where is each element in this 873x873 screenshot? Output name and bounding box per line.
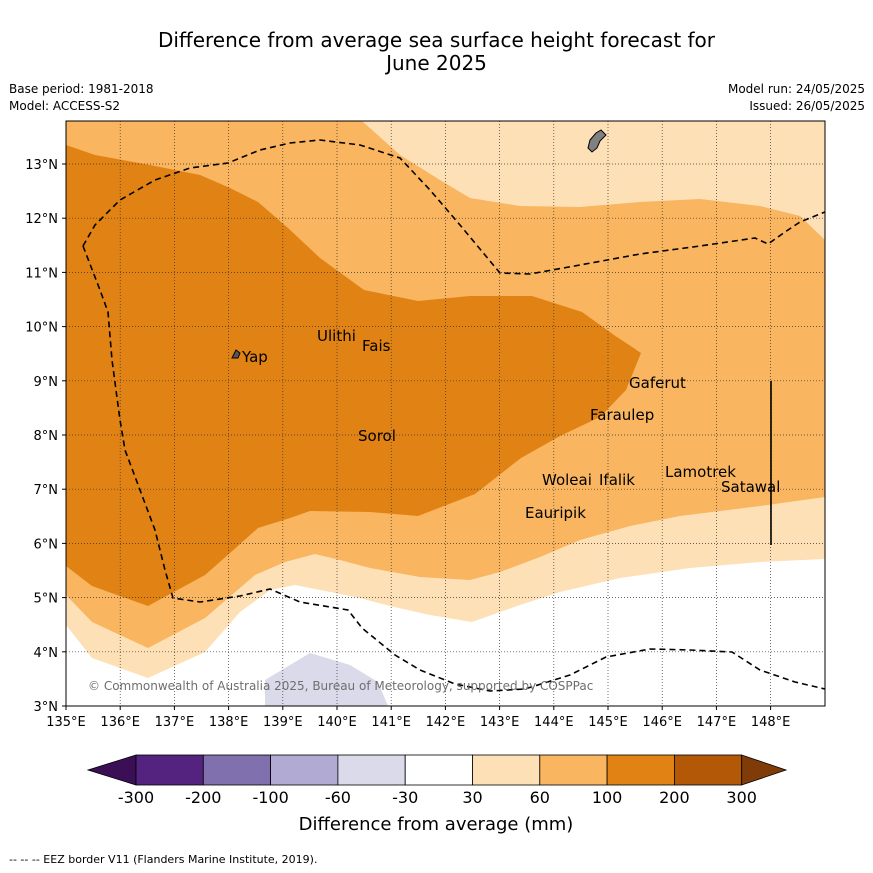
longitude-ticks: 135°E 136°E 137°E 138°E 139°E 140°E 141°E 142°E… <box>46 706 790 730</box>
colorbar-tick-label: -300 <box>118 788 154 807</box>
colorbar-segment <box>202 754 272 786</box>
lat-tick-label: 10°N <box>25 321 58 336</box>
chart-title-line1: Difference from average sea surface heig… <box>157 28 716 52</box>
model-label: Model: ACCESS-S2 <box>9 99 121 113</box>
island-guam <box>587 129 607 153</box>
colorbar-tick-label: 30 <box>462 788 482 807</box>
colorbar-tick-label: -30 <box>392 788 418 807</box>
lon-tick-label: 146°E <box>642 715 682 730</box>
colorbar-extend-high <box>741 754 788 786</box>
colorbar-extend-low <box>86 754 137 786</box>
lat-tick-label: 6°N <box>34 537 59 552</box>
island-yap <box>231 349 241 359</box>
colorbar-title: Difference from average (mm) <box>299 814 574 835</box>
lat-tick-label: 7°N <box>34 483 59 498</box>
place-label-ulithi: Ulithi <box>317 327 356 345</box>
lon-tick-label: 145°E <box>588 715 628 730</box>
colorbar-labels: -300 -200 -100 -60 -30 30 60 100 200 300 <box>118 788 757 807</box>
place-label-faraulep: Faraulep <box>590 406 654 424</box>
lat-tick-label: 9°N <box>34 375 59 390</box>
latitude-ticks: 3°N 4°N 5°N 6°N 7°N 8°N 9°N 10°N 11°N 12°N 13°N <box>25 158 66 715</box>
lat-tick-label: 13°N <box>25 158 58 173</box>
colorbar-segment <box>539 754 608 786</box>
negative-anomaly-patch <box>265 653 388 706</box>
place-label-fais: Fais <box>362 337 391 355</box>
issued-label: Issued: 26/05/2025 <box>749 99 865 113</box>
lat-tick-label: 3°N <box>34 700 59 715</box>
colorbar-segment <box>404 754 473 786</box>
place-labels: Yap Ulithi Fais Gaferut Faraulep Sorol Lamotre… <box>241 327 780 522</box>
lon-tick-label: 148°E <box>751 715 791 730</box>
anomaly-band-100-200 <box>66 145 641 606</box>
colorbar-tick-label: -200 <box>185 788 221 807</box>
lat-tick-label: 12°N <box>25 212 58 227</box>
place-label-woleai: Woleai <box>542 471 592 489</box>
place-label-eauripik: Eauripik <box>525 504 586 522</box>
lon-tick-label: 135°E <box>46 715 86 730</box>
lon-tick-label: 147°E <box>697 715 737 730</box>
colorbar-segment <box>135 754 204 786</box>
colorbar-segment <box>674 754 743 786</box>
place-label-gaferut: Gaferut <box>629 374 686 392</box>
colorbar-segment <box>472 754 541 786</box>
lon-tick-label: 144°E <box>534 715 574 730</box>
chart-title-line2: June 2025 <box>386 51 487 75</box>
base-period-label: Base period: 1981-2018 <box>9 82 154 96</box>
lon-tick-label: 141°E <box>371 715 411 730</box>
lon-tick-label: 140°E <box>317 715 357 730</box>
eez-border <box>82 245 826 692</box>
colorbar-tick-label: -100 <box>252 788 288 807</box>
lat-tick-label: 4°N <box>34 646 59 661</box>
lon-tick-label: 142°E <box>426 715 466 730</box>
colorbar-segment <box>270 754 339 786</box>
place-label-satawal: Satawal <box>721 478 780 496</box>
lon-tick-label: 137°E <box>155 715 195 730</box>
colorbar-tick-label: -60 <box>325 788 351 807</box>
place-label-sorol: Sorol <box>358 427 396 445</box>
lon-tick-label: 136°E <box>100 715 140 730</box>
lat-tick-label: 11°N <box>25 266 58 281</box>
lat-tick-label: 5°N <box>34 592 59 607</box>
colorbar-segment <box>337 754 406 786</box>
lon-tick-label: 138°E <box>209 715 249 730</box>
lon-tick-label: 139°E <box>263 715 303 730</box>
eez-legend-note: -- -- -- EEZ border V11 (Flanders Marine… <box>9 853 318 866</box>
colorbar-tick-label: 60 <box>530 788 550 807</box>
colorbar <box>86 754 788 786</box>
model-run-label: Model run: 24/05/2025 <box>727 82 865 96</box>
place-label-ifalik: Ifalik <box>599 471 635 489</box>
colorbar-tick-label: 300 <box>726 788 757 807</box>
colorbar-segment <box>606 754 675 786</box>
copyright-credit: © Commonwealth of Australia 2025, Bureau… <box>88 679 593 693</box>
lon-tick-label: 143°E <box>480 715 520 730</box>
eez-border-north <box>82 139 826 275</box>
place-label-lamotrek: Lamotrek <box>665 463 736 481</box>
lat-tick-label: 8°N <box>34 429 59 444</box>
colorbar-tick-label: 100 <box>592 788 623 807</box>
colorbar-tick-label: 200 <box>659 788 690 807</box>
place-label-yap: Yap <box>241 348 268 366</box>
